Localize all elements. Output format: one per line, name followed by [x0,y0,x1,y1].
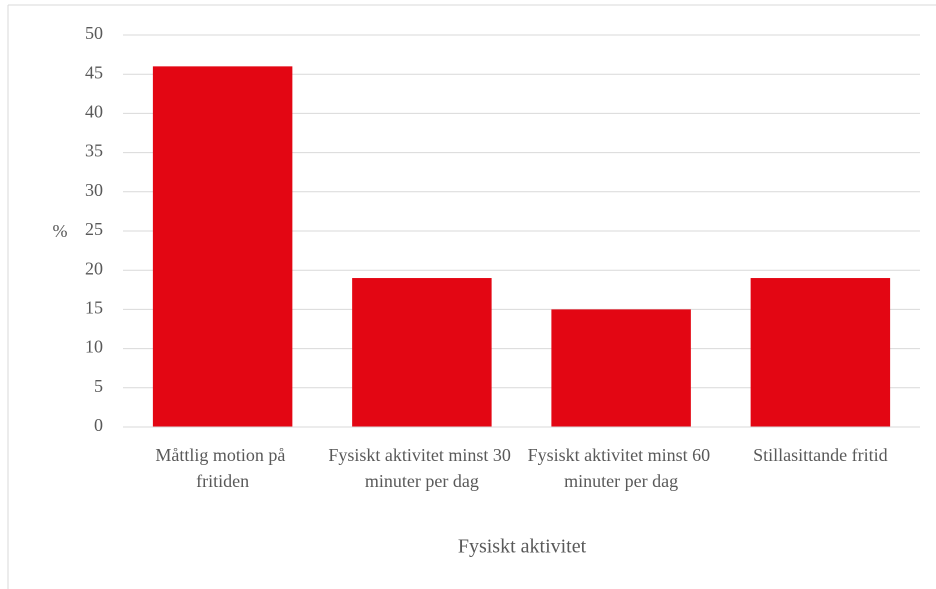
y-tick-label: 50 [85,23,103,43]
y-tick-label: 25 [85,219,103,239]
x-tick-label: Fysiskt aktivitet minst 30 minuter per d… [328,445,515,491]
y-tick-label: 10 [85,337,103,357]
y-axis-label: % [53,221,68,241]
y-tick-label: 40 [85,102,103,122]
y-tick-label: 45 [85,62,103,82]
bar [152,66,293,428]
y-tick-label: 20 [85,258,103,278]
x-tick-label: Måttlig motion på fritiden [155,445,290,491]
x-axis-label: Fysiskt aktivitet [458,536,587,558]
x-tick-label: Fysiskt aktivitet minst 60 minuter per d… [528,445,715,491]
bar [352,278,492,427]
y-tick-label: 5 [94,376,103,396]
y-tick-label: 15 [85,298,103,318]
bar [551,309,691,427]
y-tick-label: 0 [94,415,103,435]
bar [750,278,891,427]
x-tick-label: Stillasittande fritid [753,445,887,465]
y-tick-label: 35 [85,141,103,161]
y-tick-label: 30 [85,180,103,200]
